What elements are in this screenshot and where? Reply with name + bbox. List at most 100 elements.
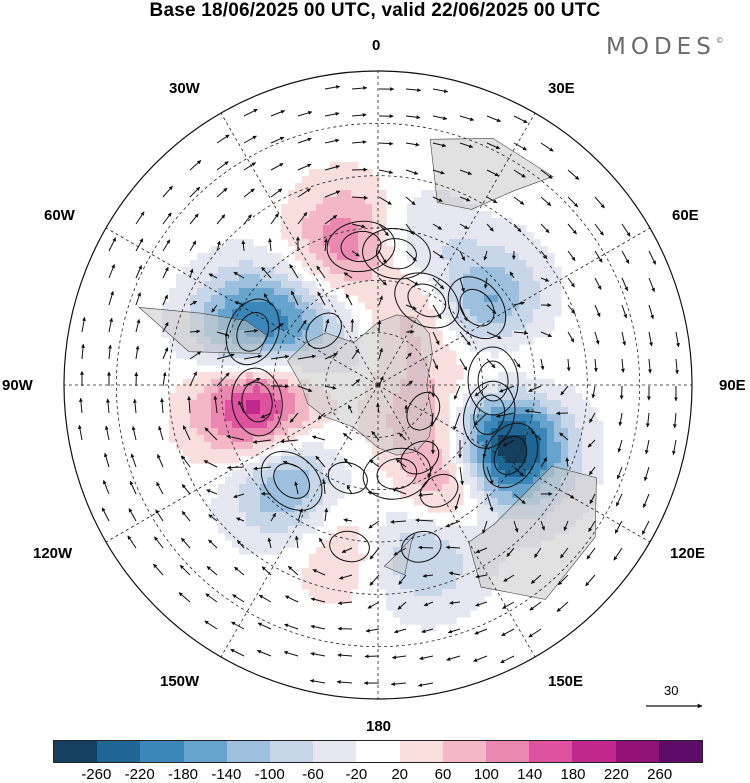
wind-vector [397,601,407,610]
height-contour [362,447,432,500]
height-contour [400,440,440,475]
wind-vector [189,329,201,334]
wind-vector [594,196,605,209]
wind-vector [618,412,623,427]
wind-vector [351,86,368,91]
wind-vector [378,223,389,237]
wind-vector [236,517,245,522]
lon-label-60e: 60E [672,207,699,224]
wind-vector [211,304,218,313]
wind-vector [585,574,596,587]
wind-vector [398,574,407,585]
wind-vector [243,108,258,117]
wind-vector [104,425,110,441]
wind-vector [135,319,141,333]
wind-vector [343,272,353,279]
wind-vector [502,439,515,447]
wind-vector [445,520,461,528]
colorbar-swatch [183,741,227,762]
wind-vector [230,648,245,657]
wind-vector [270,213,279,225]
wind-vector [290,290,299,306]
lon-label-30e: 30E [548,80,575,97]
wind-vector [135,238,144,252]
wind-vector [448,571,461,576]
wind-vector [368,520,380,529]
wind-vector [243,214,252,225]
wind-vector [297,211,308,225]
colorbar-swatch [658,741,703,762]
wind-vector [208,539,218,549]
wind-vector [189,371,197,387]
height-contour [493,435,528,475]
wind-vector [206,489,218,495]
wind-vector [78,397,83,414]
colorbar-swatch [615,741,659,762]
wind-vector [243,135,257,144]
wind-vector [513,115,528,124]
wind-vector [447,628,461,634]
wind-vector [594,331,600,345]
wind-vector [501,628,515,637]
wind-vector [530,574,542,584]
wind-vector [371,430,380,441]
wind-vector [415,518,434,523]
wind-vector [567,169,580,180]
wind-vector [297,319,307,333]
wind-vector [613,547,623,561]
colorbar-tick-label: -100 [254,766,285,783]
wind-vector [513,169,526,178]
wind-vector [529,601,542,611]
wind-vector [243,354,263,360]
wind-vector [181,483,191,495]
wind-vector [405,88,422,93]
wind-vector [253,466,272,471]
wind-vector [648,277,655,293]
wind-vector [486,196,498,204]
australia-land [468,465,597,600]
wind-vector [203,460,218,468]
wind-vector [483,250,488,261]
latitude-circle [115,122,641,648]
wind-vector [506,547,515,557]
wind-vector [155,509,164,522]
wind-vector [422,573,434,578]
wind-vector [405,115,421,120]
wind-vector [621,331,627,346]
wind-vector [135,211,145,225]
wind-vector [648,331,653,347]
wind-vector [567,331,575,343]
height-contour [463,380,516,449]
wind-vector [594,223,604,236]
wind-vector [588,466,596,476]
colorbar-tick-label: 220 [603,766,629,783]
wind-vector [513,330,529,335]
wind-vector [324,165,340,171]
lon-label-30w: 30W [169,80,200,97]
wind-vector [540,250,548,260]
wind-vector [182,425,191,441]
wind-vector [405,196,416,206]
wind-vector [130,453,137,468]
lon-label-120w: 120W [33,545,73,562]
wind-vector [256,649,272,657]
wind-vector [566,358,571,372]
wind-vector [216,214,226,225]
wind-vector [674,358,679,375]
wind-vector [343,518,353,523]
wind-vector [675,331,680,348]
lon-label-60w: 60W [44,207,75,224]
colorbar-ticks: -260 -220 -180 -140 -100 -60 -20 20 60 100 140 180 2… [0,766,750,783]
wind-vector [390,519,407,524]
wind-vector [324,214,338,225]
wind-vector [393,547,407,556]
wind-vector [263,293,272,306]
wind-vector [589,493,596,504]
wind-vector [367,490,380,495]
wind-vector [216,372,230,387]
wind-vector [540,277,550,282]
wind-vector [482,439,488,459]
wind-vector [160,398,165,414]
wind-vector [378,169,394,175]
wind-vector [503,574,515,582]
